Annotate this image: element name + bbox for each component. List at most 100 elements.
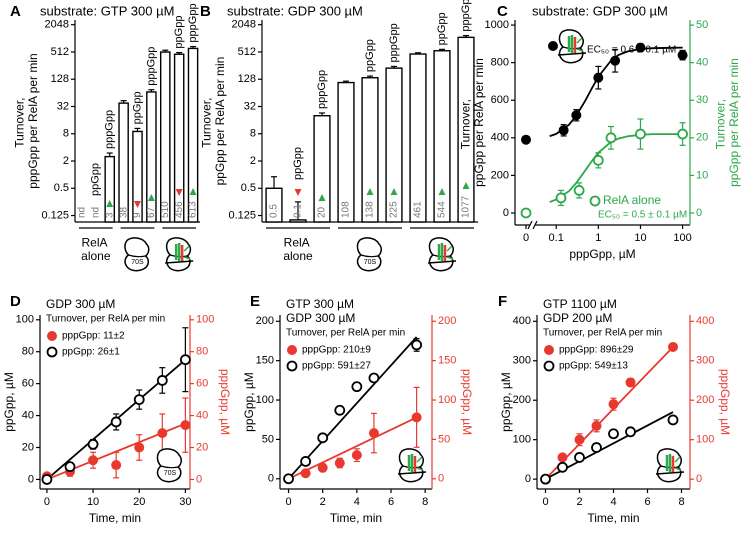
bar bbox=[361, 77, 379, 223]
legend-marker bbox=[46, 346, 58, 358]
chart-title: GDP 200 µM bbox=[543, 311, 612, 325]
y-tick-label: 8 bbox=[63, 128, 69, 140]
data-point bbox=[351, 450, 362, 461]
rela bbox=[674, 456, 682, 471]
bar-label: pppGpp bbox=[316, 70, 328, 109]
data-point bbox=[574, 434, 585, 445]
value-label: 138 bbox=[365, 201, 376, 218]
change-marker bbox=[390, 188, 398, 195]
legend-label: RelA alone bbox=[603, 193, 661, 207]
legend-marker bbox=[287, 345, 297, 355]
ribosome-icon: 70S bbox=[124, 237, 150, 272]
y-tick-label: 0.125 bbox=[228, 209, 256, 221]
y-tick-label: 128 bbox=[51, 73, 69, 85]
data-point bbox=[557, 461, 568, 473]
y-tick-label: 20 bbox=[22, 441, 34, 453]
x-tick-label: 0.1 bbox=[549, 232, 564, 244]
y-tick-label: 512 bbox=[51, 46, 69, 58]
chart-title: substrate: GDP 300 µM bbox=[532, 3, 668, 18]
icon-label: 70S bbox=[131, 259, 144, 266]
y-tick-label: 0 bbox=[525, 473, 531, 485]
change-marker bbox=[175, 189, 183, 196]
bar bbox=[433, 50, 451, 223]
value-label: 613 bbox=[188, 201, 199, 218]
data-point bbox=[625, 426, 636, 438]
data-point bbox=[283, 473, 294, 485]
fit-line bbox=[549, 46, 683, 137]
fit-line bbox=[287, 336, 418, 480]
y-tick-label: 40 bbox=[22, 409, 34, 421]
x-tick-label: 20 bbox=[133, 496, 145, 508]
rela bbox=[446, 245, 454, 260]
y-tick-label: 1000 bbox=[485, 19, 509, 31]
chart-title: Turnover, per RelA per min bbox=[46, 314, 165, 325]
trna bbox=[437, 243, 444, 261]
data-point bbox=[133, 394, 145, 406]
y-tick-label: 300 bbox=[513, 355, 531, 367]
bar bbox=[104, 155, 116, 223]
x-tick-label: 4 bbox=[610, 496, 616, 508]
y2-axis-label: pppGpp, µM bbox=[218, 369, 232, 435]
value-label: 3 bbox=[104, 212, 115, 218]
y2-tick-label: 300 bbox=[696, 355, 714, 367]
y2-tick-label: 10 bbox=[696, 169, 708, 181]
data-point bbox=[677, 50, 688, 61]
legend-marker bbox=[544, 345, 554, 355]
bar-label: pppGpp bbox=[388, 23, 400, 62]
y2-axis-label: pppGpp, µM bbox=[460, 369, 474, 435]
data-point bbox=[593, 72, 604, 83]
x-tick-label: 100 bbox=[673, 232, 691, 244]
y-tick-label: 0.5 bbox=[241, 182, 256, 194]
y2-tick-label: 30 bbox=[696, 94, 708, 106]
y2-tick-label: 50 bbox=[438, 433, 450, 445]
x-tick-label: 0 bbox=[44, 496, 50, 508]
annotation: EC₅₀ = 0.6 ± 0.1 µM bbox=[587, 45, 676, 56]
rela bbox=[576, 37, 584, 52]
data-point bbox=[571, 110, 582, 121]
bar bbox=[313, 115, 331, 223]
y-tick-label: 100 bbox=[513, 434, 531, 446]
group-label: RelA alone bbox=[81, 236, 111, 264]
y-axis-label: ppGpp, µM bbox=[499, 372, 513, 432]
data-point bbox=[156, 375, 168, 386]
y2-tick-label: 400 bbox=[696, 315, 714, 327]
value-label: 510 bbox=[160, 201, 171, 218]
y2-tick-label: 0 bbox=[696, 473, 702, 485]
bar bbox=[289, 219, 307, 223]
data-point bbox=[573, 185, 585, 196]
data-point bbox=[555, 192, 567, 204]
data-point bbox=[592, 154, 604, 166]
fit-line bbox=[288, 416, 417, 480]
panel-letter: C bbox=[497, 3, 508, 20]
x-tick-label: 8 bbox=[678, 496, 684, 508]
mrna bbox=[557, 52, 587, 56]
y2-axis-label: Turnover, ppGpp per RelA per min bbox=[714, 58, 742, 187]
bar bbox=[385, 67, 403, 223]
bar-label: pppGpp bbox=[187, 3, 199, 42]
x-tick-label: 0 bbox=[285, 496, 291, 508]
y2-tick-label: 60 bbox=[196, 378, 208, 390]
axis-break-mark bbox=[527, 220, 533, 230]
y2-tick-label: 0 bbox=[196, 473, 202, 485]
subunit-line bbox=[360, 254, 379, 258]
chart-title: GTP 300 µM bbox=[286, 297, 354, 311]
y-tick-label: 60 bbox=[22, 378, 34, 390]
data-point bbox=[368, 428, 379, 439]
value-label: 38 bbox=[118, 206, 129, 218]
trna bbox=[174, 243, 181, 261]
bar bbox=[146, 91, 157, 223]
group-label: RelA alone bbox=[283, 236, 313, 264]
value-label: 67 bbox=[146, 206, 157, 218]
data-point bbox=[591, 442, 602, 453]
data-point bbox=[180, 420, 191, 431]
y-tick-label: 0.125 bbox=[41, 209, 69, 221]
y2-tick-label: 100 bbox=[696, 434, 714, 446]
mrna bbox=[165, 260, 194, 264]
ribosome-icon bbox=[655, 448, 685, 483]
change-marker bbox=[318, 194, 326, 201]
y-tick-label: 8 bbox=[250, 128, 256, 140]
panel-letter: D bbox=[10, 293, 21, 310]
data-point bbox=[300, 456, 312, 467]
legend-label: ppGpp: 26±1 bbox=[62, 347, 120, 358]
y-tick-label: 2048 bbox=[45, 19, 69, 31]
